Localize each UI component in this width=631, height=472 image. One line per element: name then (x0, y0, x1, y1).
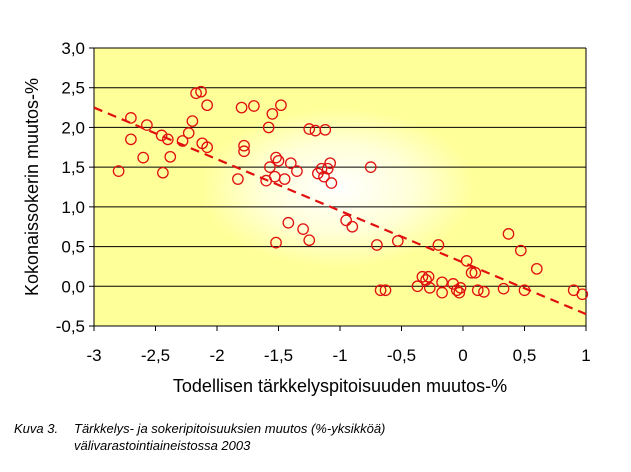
data-point (416, 270, 429, 283)
data-point (436, 286, 448, 299)
y-tick-label: 1,0 (61, 198, 85, 217)
data-point (125, 133, 137, 146)
scatter-chart: -0,5 0,0 0,5 1,0 1,5 2,0 2,5 3,0 -3 -2,5 -2 -1,5 -1… (22, 39, 591, 396)
caption-label: Kuva 3. (14, 421, 59, 436)
gridlines (94, 47, 586, 287)
data-point (262, 121, 275, 134)
data-point (291, 165, 303, 177)
plot-area-glow (200, 108, 476, 268)
data-point (278, 173, 291, 185)
data-point (155, 129, 168, 142)
data-point (112, 165, 125, 177)
caption-line-2: välivarastointiaineistossa 2003 (74, 438, 251, 453)
x-tick-label: -2 (209, 346, 224, 365)
data-point (284, 157, 297, 170)
data-point (321, 162, 334, 175)
y-tick-label: 2,0 (61, 118, 85, 137)
y-tick-label: -0,5 (56, 317, 85, 336)
data-point (371, 239, 383, 251)
data-point (248, 100, 260, 112)
data-point (530, 262, 543, 275)
data-point (471, 284, 484, 297)
data-point (576, 288, 589, 301)
x-tick-label: -1 (332, 346, 347, 365)
data-point (447, 278, 460, 290)
data-point (422, 270, 435, 283)
figure-caption-continued: välivarastointiaineistossa 2003 (14, 438, 250, 453)
data-point (190, 87, 202, 100)
data-point (137, 151, 150, 164)
y-tick-label: 3,0 (61, 39, 85, 58)
data-point (411, 280, 424, 293)
data-point (195, 85, 207, 98)
data-point (182, 127, 195, 139)
data-point (125, 112, 137, 124)
data-point (303, 123, 316, 135)
data-point (270, 151, 282, 164)
data-point (266, 108, 279, 120)
data-point (324, 157, 337, 170)
y-tick-label: 2,5 (61, 79, 85, 98)
data-point (303, 234, 316, 247)
data-point (201, 99, 214, 112)
data-point (201, 141, 214, 154)
data-point (379, 284, 392, 297)
data-point (423, 282, 436, 294)
data-point (391, 235, 404, 247)
x-tick-label: -0,5 (387, 346, 416, 365)
x-tick-label: 0,5 (513, 346, 537, 365)
data-point (454, 282, 467, 294)
data-point (374, 284, 387, 297)
x-tick-label: -2,5 (141, 346, 170, 365)
x-tick-label: 1 (581, 346, 590, 365)
data-point (161, 133, 174, 146)
y-tick-labels: -0,5 0,0 0,5 1,0 1,5 2,0 2,5 3,0 (56, 39, 94, 336)
data-point (186, 115, 199, 127)
y-tick-label: 0,5 (61, 238, 85, 257)
y-axis-title: Kokonaissokerin muutos-% (22, 78, 42, 296)
data-point (176, 135, 189, 147)
data-point (514, 244, 527, 257)
data-point (297, 223, 309, 235)
data-point (346, 220, 359, 233)
data-point (465, 266, 478, 279)
data-point (238, 145, 250, 158)
data-point (325, 177, 338, 189)
x-tick-labels: -3 -2,5 -2 -1,5 -1 -0,5 0 0,5 1 (86, 326, 591, 365)
x-axis-title: Todellisen tärkkelyspitoisuuden muutos-% (173, 376, 507, 396)
data-point (502, 228, 515, 240)
data-point (157, 166, 169, 179)
data-point (340, 214, 352, 227)
data-point (319, 123, 332, 136)
data-point (275, 99, 287, 112)
x-tick-label: -3 (86, 346, 101, 365)
data-point (270, 236, 282, 249)
data-point (453, 286, 466, 299)
data-point (478, 285, 490, 298)
data-point (282, 216, 295, 229)
data-point (315, 162, 328, 175)
data-point (272, 154, 285, 167)
data-point (364, 161, 377, 173)
x-tick-label: 0 (458, 346, 467, 365)
caption-line-1: Tärkkelys- ja sokeripitoisuuksien muutos… (74, 421, 386, 436)
y-tick-label: 1,5 (61, 158, 85, 177)
data-point (264, 161, 276, 173)
figure-caption: Kuva 3. Tärkkelys- ja sokeripitoisuuksien… (14, 421, 385, 436)
data-point (141, 119, 153, 131)
data-point (235, 101, 248, 114)
data-point (238, 139, 250, 152)
y-tick-label: 0,0 (61, 277, 85, 296)
data-point (232, 173, 244, 185)
data-point (497, 282, 510, 295)
data-point (432, 239, 445, 251)
x-tick-label: -1,5 (264, 346, 293, 365)
data-point (164, 150, 177, 163)
